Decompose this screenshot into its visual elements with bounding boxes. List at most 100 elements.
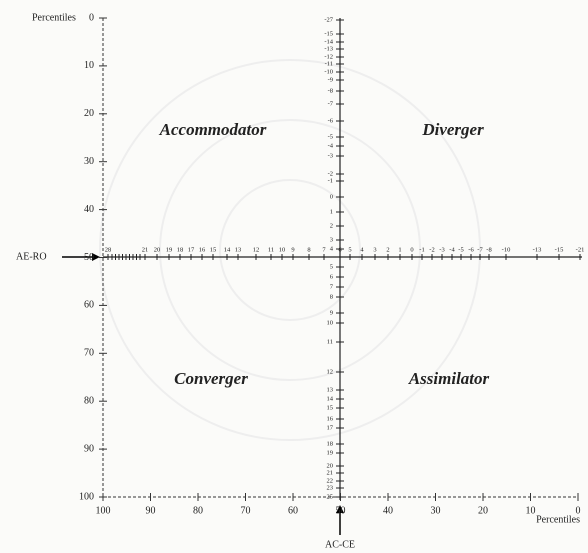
- scale-label: 14: [327, 395, 334, 402]
- scale-label: 7: [322, 246, 326, 253]
- scale-label: -8: [328, 87, 333, 94]
- scale-label: 23: [327, 484, 334, 491]
- scale-label: 22: [327, 477, 334, 484]
- scale-label: 20: [154, 246, 161, 253]
- scale-label: 11: [327, 338, 333, 345]
- scale-label: -21: [576, 246, 585, 253]
- scale-label: 8: [307, 246, 310, 253]
- scale-label: 9: [291, 246, 294, 253]
- scale-label: 18: [177, 246, 184, 253]
- x-tick-label: 60: [288, 505, 298, 516]
- scale-label: 11: [268, 246, 274, 253]
- scale-label: -6: [328, 117, 334, 124]
- scale-label: 4: [330, 245, 334, 252]
- left-axis-title: Percentiles: [32, 12, 76, 23]
- x-tick-label: 100: [96, 505, 111, 516]
- scale-label: 10: [279, 246, 286, 253]
- scale-label: 12: [327, 368, 334, 375]
- scale-label: 0: [330, 193, 333, 200]
- scale-label: -6: [468, 246, 474, 253]
- y-tick-label: 70: [84, 348, 94, 359]
- scale-label: -10: [324, 68, 333, 75]
- scale-label: 6: [338, 246, 342, 253]
- scale-label: 25: [327, 493, 334, 500]
- scale-label: 2: [330, 222, 333, 229]
- scale-label: 3: [330, 236, 333, 243]
- quadrant-label: Diverger: [421, 120, 484, 139]
- scale-label: 1: [330, 208, 333, 215]
- arrow-head: [92, 253, 100, 261]
- scale-label: -5: [328, 133, 333, 140]
- x-tick-label: 30: [431, 505, 441, 516]
- scale-label: 0: [410, 246, 413, 253]
- y-tick-label: 80: [84, 395, 94, 406]
- y-tick-label: 90: [84, 443, 94, 454]
- y-tick-label: 0: [89, 12, 94, 23]
- x-tick-label: 40: [383, 505, 393, 516]
- scale-label: -2: [328, 170, 333, 177]
- scale-label: -2: [429, 246, 434, 253]
- scale-label: -3: [328, 152, 333, 159]
- scale-label: 16: [327, 415, 334, 422]
- y-tick-label: 30: [84, 156, 94, 167]
- x-tick-label: 70: [241, 505, 251, 516]
- scale-label: 8: [330, 293, 333, 300]
- ae-ro-label: AE-RO: [16, 251, 47, 262]
- y-tick-label: 20: [84, 108, 94, 119]
- y-tick-label: 60: [84, 300, 94, 311]
- scale-label: -14: [324, 38, 333, 45]
- scale-label: 16: [199, 246, 206, 253]
- scale-label: -27: [324, 16, 333, 23]
- scale-label: -11: [325, 60, 333, 67]
- y-tick-label: 50: [84, 252, 94, 263]
- y-tick-label: 40: [84, 204, 94, 215]
- scale-label: 20: [327, 462, 334, 469]
- x-tick-label: 0: [576, 505, 581, 516]
- scale-label: -9: [328, 76, 333, 83]
- scale-label: -12: [324, 53, 333, 60]
- quadrant-label: Assimilator: [408, 369, 490, 388]
- background-circles: [99, 59, 481, 441]
- scale-label: 14: [224, 246, 231, 253]
- scale-label: 10: [327, 319, 334, 326]
- scale-label: 7: [330, 283, 334, 290]
- scale-label: 13: [327, 386, 334, 393]
- scale-label: 17: [327, 424, 334, 431]
- y-tick-label: 10: [84, 60, 94, 71]
- bottom-axis-title: Percentiles: [536, 514, 580, 525]
- y-tick-label: 100: [79, 491, 94, 502]
- scale-label: 19: [166, 246, 173, 253]
- scale-label: 15: [327, 404, 334, 411]
- scale-label: 21: [142, 246, 149, 253]
- scale-label: -1: [419, 246, 424, 253]
- scale-label: -15: [555, 246, 564, 253]
- scale-label: 21: [327, 469, 334, 476]
- scale-label: 4: [360, 246, 364, 253]
- scale-label: 3: [373, 246, 376, 253]
- x-tick-label: 50: [336, 505, 346, 516]
- scale-label: -7: [328, 100, 334, 107]
- scale-label: -15: [324, 30, 333, 37]
- scale-label: 12: [253, 246, 260, 253]
- scale-label: -8: [486, 246, 491, 253]
- scale-label: 6: [330, 273, 334, 280]
- scale-label: 19: [327, 449, 334, 456]
- scale-label: -7: [477, 246, 483, 253]
- x-tick-label: 80: [193, 505, 203, 516]
- quadrant-label: Accommodator: [159, 120, 267, 139]
- scale-label: 1: [398, 246, 401, 253]
- scale-label: 9: [330, 309, 333, 316]
- scale-label: -3: [439, 246, 444, 253]
- scale-label: -10: [502, 246, 511, 253]
- x-tick-label: 90: [146, 505, 156, 516]
- scale-label: -1: [328, 177, 333, 184]
- x-tick-label: 10: [526, 505, 536, 516]
- x-tick-label: 20: [478, 505, 488, 516]
- scale-label: 13: [235, 246, 242, 253]
- scale-label: -13: [324, 45, 333, 52]
- scale-label: 15: [210, 246, 217, 253]
- scale-label: -4: [449, 246, 455, 253]
- scale-label: -4: [328, 142, 334, 149]
- scale-label: 28: [105, 246, 112, 253]
